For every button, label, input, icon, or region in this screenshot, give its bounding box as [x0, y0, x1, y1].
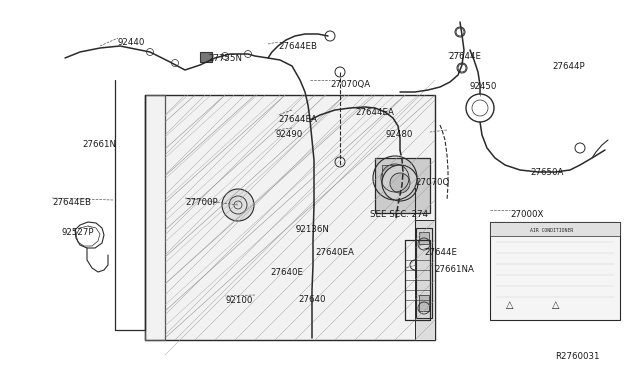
Text: R2760031: R2760031	[555, 352, 600, 361]
Text: 27644P: 27644P	[552, 62, 584, 71]
Text: 27700P: 27700P	[185, 198, 218, 207]
Text: 92480: 92480	[385, 130, 412, 139]
Circle shape	[222, 189, 254, 221]
Text: 92450: 92450	[470, 82, 497, 91]
Text: 92440: 92440	[118, 38, 145, 47]
Text: 27661N: 27661N	[82, 140, 116, 149]
Text: 27070Q: 27070Q	[415, 178, 449, 187]
Text: 27644EB: 27644EB	[52, 198, 91, 207]
Bar	[490, 222, 620, 320]
Text: △: △	[506, 300, 514, 310]
Text: 92100: 92100	[225, 296, 252, 305]
Text: 27644EA: 27644EA	[278, 115, 317, 124]
Circle shape	[382, 165, 418, 201]
Text: 27644E: 27644E	[448, 52, 481, 61]
Text: 27644EB: 27644EB	[278, 42, 317, 51]
Bar	[375, 158, 430, 213]
Text: 27640EA: 27640EA	[315, 248, 354, 257]
Text: 27644EA: 27644EA	[355, 108, 394, 117]
Bar	[415, 220, 435, 340]
Text: AIR CONDITIONER: AIR CONDITIONER	[531, 228, 573, 233]
Text: 27000X: 27000X	[510, 210, 543, 219]
Bar	[419, 232, 429, 244]
Text: 27644E: 27644E	[424, 248, 457, 257]
Bar	[200, 52, 212, 62]
Bar	[419, 295, 429, 311]
Text: 92136N: 92136N	[296, 225, 330, 234]
Text: 27661NA: 27661NA	[434, 265, 474, 274]
Text: 27640E: 27640E	[270, 268, 303, 277]
Text: △: △	[552, 300, 560, 310]
Bar	[416, 228, 432, 318]
Bar	[145, 95, 435, 340]
Text: 92490: 92490	[275, 130, 302, 139]
Text: 27070QA: 27070QA	[330, 80, 370, 89]
Bar	[382, 165, 402, 185]
Bar	[490, 222, 620, 236]
Text: SEE SEC. 274: SEE SEC. 274	[370, 210, 428, 219]
Text: 92527P: 92527P	[62, 228, 95, 237]
Circle shape	[390, 173, 410, 193]
Text: 27755N: 27755N	[208, 54, 242, 63]
Text: 27640: 27640	[298, 295, 326, 304]
Text: 27650A: 27650A	[530, 168, 563, 177]
